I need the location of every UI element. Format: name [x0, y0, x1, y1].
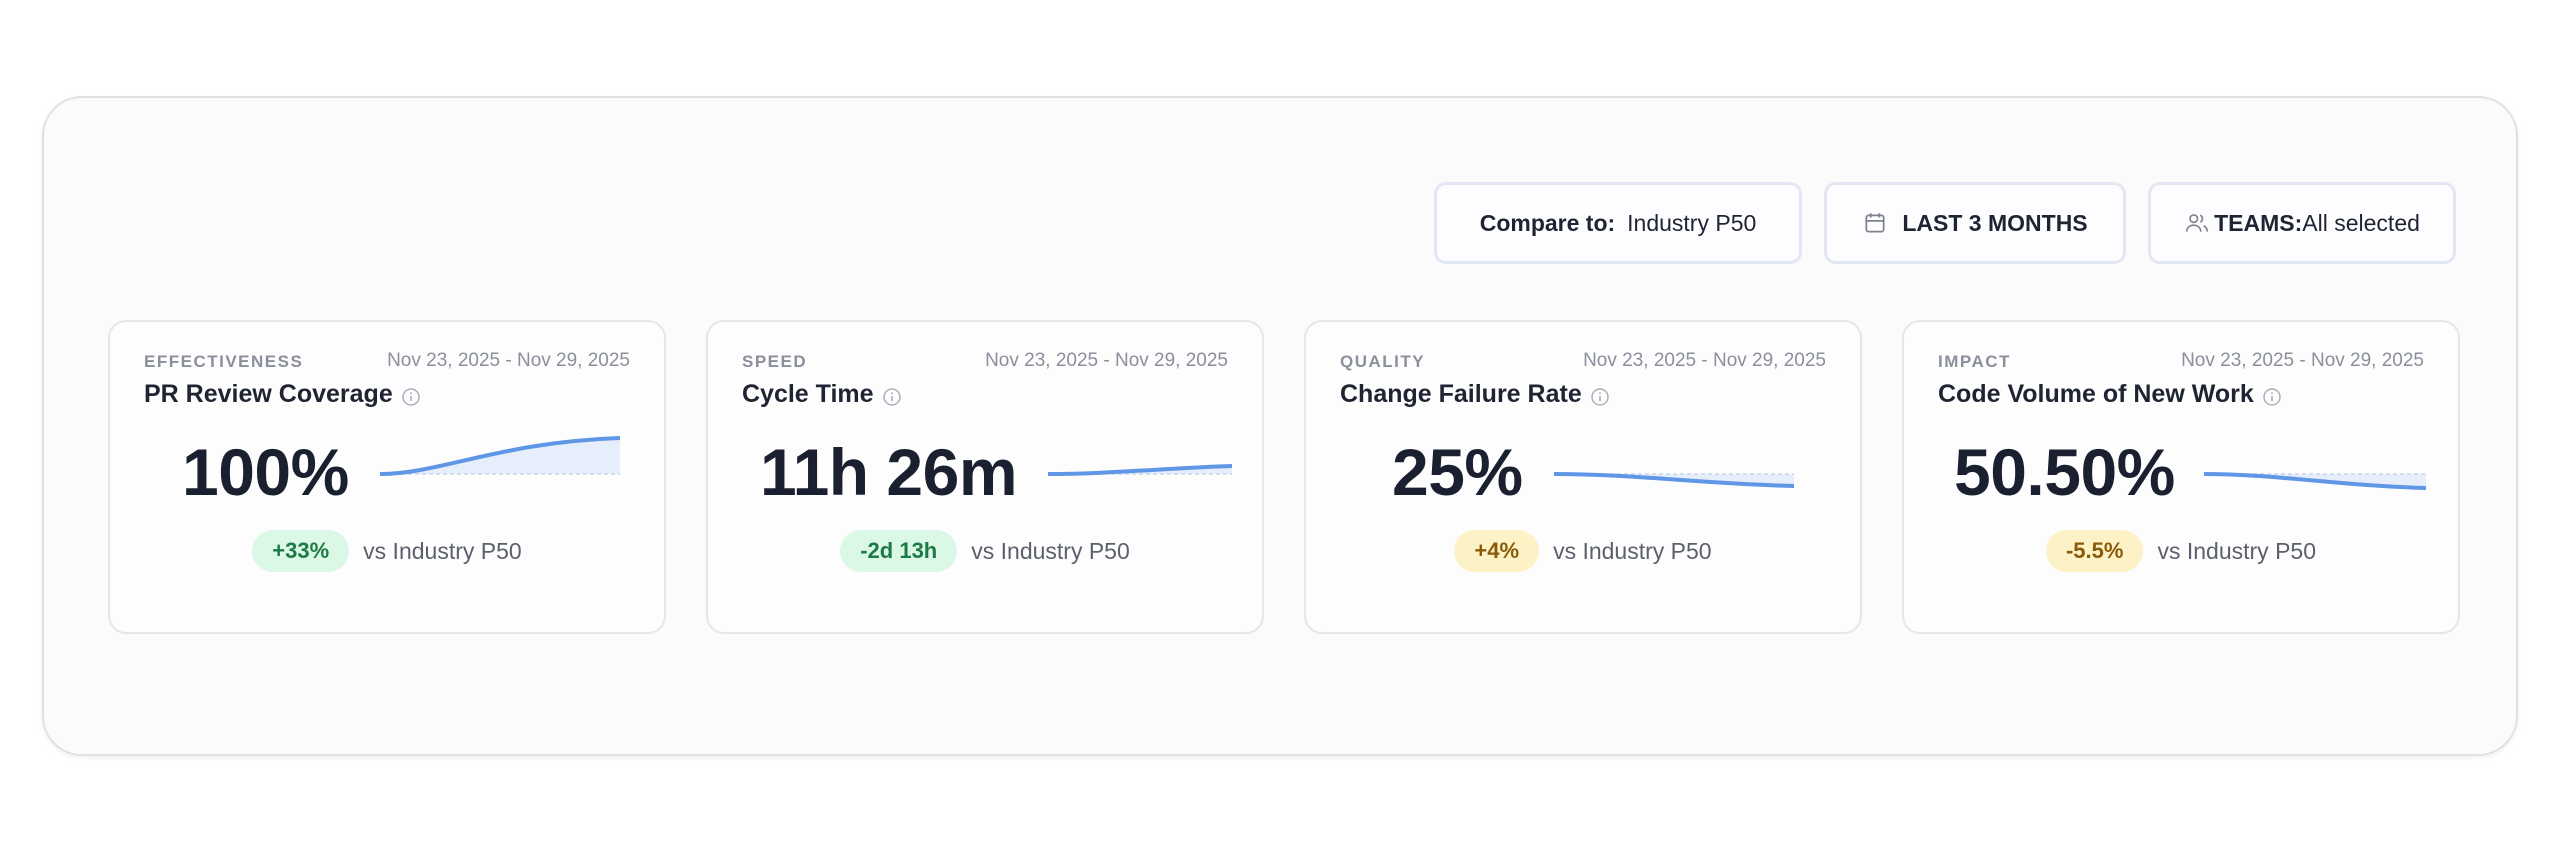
- info-icon[interactable]: [401, 385, 421, 406]
- metric-title-text: PR Review Coverage: [144, 380, 393, 408]
- metric-comparison: +4% vs Industry P50: [1306, 530, 1860, 572]
- metric-title-text: Cycle Time: [742, 380, 874, 408]
- metric-sparkline: [2204, 472, 2426, 490]
- metric-value: 100%: [182, 435, 349, 509]
- metric-sparkline: [1048, 464, 1232, 476]
- metric-card-pr-review-coverage[interactable]: EFFECTIVENESS Nov 23, 2025 - Nov 29, 202…: [108, 320, 666, 634]
- comparison-text: vs Industry P50: [1553, 537, 1712, 564]
- metric-date-range: Nov 23, 2025 - Nov 29, 2025: [387, 350, 630, 371]
- metric-comparison: -5.5% vs Industry P50: [1904, 530, 2458, 572]
- teams-label: TEAMS:: [2214, 209, 2303, 236]
- metric-comparison: +33% vs Industry P50: [110, 530, 664, 572]
- metric-date-range: Nov 23, 2025 - Nov 29, 2025: [1583, 350, 1826, 371]
- comparison-text: vs Industry P50: [2157, 537, 2316, 564]
- metric-title-text: Code Volume of New Work: [1938, 380, 2254, 408]
- time-period-value: LAST 3 MONTHS: [1902, 209, 2088, 236]
- metric-value: 50.50%: [1954, 435, 2175, 509]
- comparison-text: vs Industry P50: [363, 537, 522, 564]
- time-period-dropdown[interactable]: LAST 3 MONTHS: [1824, 182, 2126, 264]
- delta-badge: -2d 13h: [840, 530, 958, 572]
- metric-category: QUALITY: [1340, 352, 1426, 371]
- metric-sparkline: [380, 436, 620, 476]
- metric-category: SPEED: [742, 352, 808, 371]
- metric-title: Change Failure Rate: [1340, 380, 1610, 409]
- delta-badge: +33%: [252, 530, 350, 572]
- comparison-text: vs Industry P50: [971, 537, 1130, 564]
- info-icon[interactable]: [882, 385, 902, 406]
- info-icon[interactable]: [1590, 385, 1610, 406]
- metric-title: PR Review Coverage: [144, 380, 421, 409]
- metric-comparison: -2d 13h vs Industry P50: [708, 530, 1262, 572]
- metric-date-range: Nov 23, 2025 - Nov 29, 2025: [985, 350, 1228, 371]
- teams-dropdown[interactable]: TEAMS: All selected: [2148, 182, 2456, 264]
- delta-badge: -5.5%: [2045, 530, 2144, 572]
- metric-title-text: Change Failure Rate: [1340, 380, 1582, 408]
- metric-date-range: Nov 23, 2025 - Nov 29, 2025: [2181, 350, 2424, 371]
- users-icon: [2184, 210, 2210, 236]
- metric-category: EFFECTIVENESS: [144, 352, 304, 371]
- metric-card-cycle-time[interactable]: SPEED Nov 23, 2025 - Nov 29, 2025 Cycle …: [706, 320, 1264, 634]
- calendar-icon: [1862, 210, 1888, 236]
- metric-value: 25%: [1392, 435, 1523, 509]
- metric-cards: EFFECTIVENESS Nov 23, 2025 - Nov 29, 202…: [108, 320, 2460, 634]
- metric-sparkline: [1554, 472, 1794, 488]
- compare-to-label: Compare to:: [1479, 209, 1616, 236]
- teams-value: All selected: [2302, 209, 2420, 236]
- metric-title: Code Volume of New Work: [1938, 380, 2282, 409]
- metric-value: 11h 26m: [760, 435, 1018, 509]
- compare-to-dropdown[interactable]: Compare to: Industry P50: [1434, 182, 1802, 264]
- metric-card-code-volume-new-work[interactable]: IMPACT Nov 23, 2025 - Nov 29, 2025 Code …: [1902, 320, 2460, 634]
- metrics-panel: Compare to: Industry P50 LAST 3 MONTHS: [42, 96, 2518, 756]
- metric-category: IMPACT: [1938, 352, 2011, 371]
- metric-title: Cycle Time: [742, 380, 902, 409]
- compare-to-value: Industry P50: [1627, 209, 1757, 236]
- info-icon[interactable]: [2262, 385, 2282, 406]
- delta-badge: +4%: [1454, 530, 1540, 572]
- filter-bar: Compare to: Industry P50 LAST 3 MONTHS: [1434, 182, 2456, 264]
- metric-card-change-failure-rate[interactable]: QUALITY Nov 23, 2025 - Nov 29, 2025 Chan…: [1304, 320, 1862, 634]
